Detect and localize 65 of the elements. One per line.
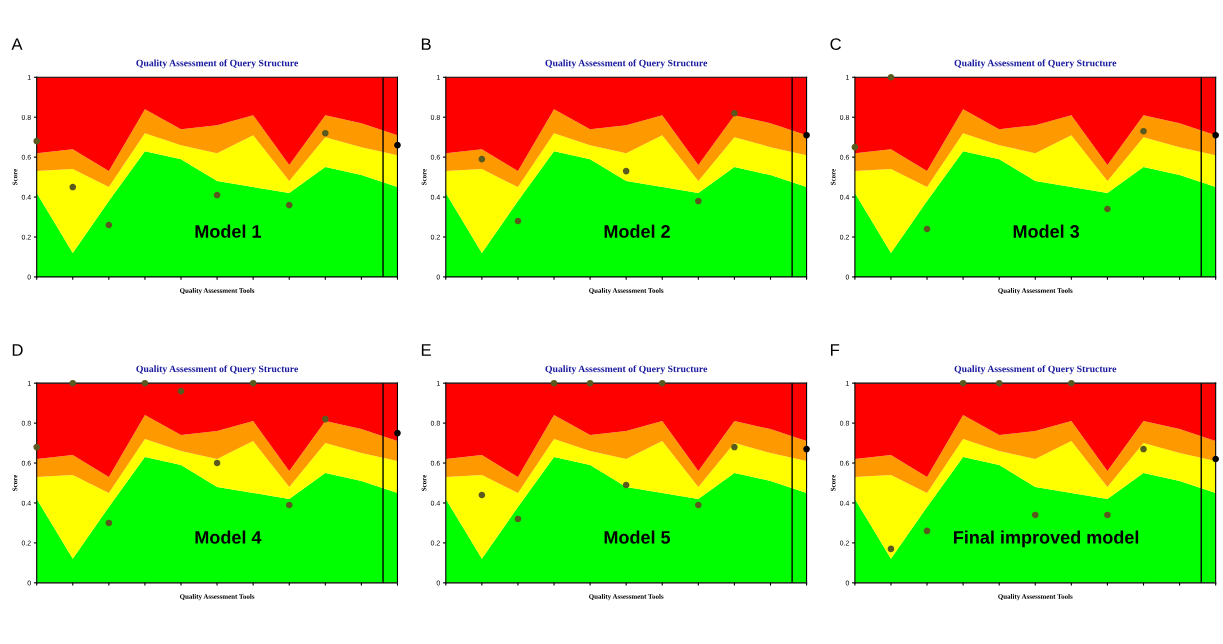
point: [622, 167, 630, 175]
text: A: [11, 38, 23, 50]
point: [514, 217, 522, 225]
point: [1140, 127, 1147, 135]
point: [213, 191, 221, 199]
point: [803, 131, 810, 139]
point: [33, 137, 40, 145]
text: D: [12, 344, 23, 356]
point: [1031, 511, 1039, 519]
point: [887, 545, 895, 553]
point: [731, 443, 738, 451]
point: [322, 415, 329, 423]
point: [213, 459, 221, 467]
point: [550, 379, 558, 387]
text: C: [830, 38, 842, 51]
point: [923, 225, 931, 233]
point: [695, 501, 702, 509]
point: [249, 379, 257, 387]
point: [803, 445, 810, 453]
text: F: [830, 344, 840, 356]
point: [695, 197, 702, 205]
point: [658, 379, 666, 387]
chart-title: Quality Assessment of Query Structure: [136, 59, 299, 69]
annotation: Model 5: [604, 530, 671, 544]
point: [105, 221, 113, 229]
point: [322, 129, 329, 137]
point: [514, 515, 522, 523]
point: [285, 201, 293, 209]
point: [394, 429, 401, 437]
point: [1104, 205, 1111, 213]
point: [285, 501, 293, 509]
point: [959, 379, 967, 387]
point: [923, 527, 931, 535]
point: [69, 183, 77, 191]
text: E: [421, 344, 431, 356]
point: [622, 481, 630, 489]
point: [995, 379, 1003, 387]
chart-title: Quality Assessment of Query Structure: [545, 59, 708, 69]
point: [1212, 131, 1219, 139]
point: [141, 379, 149, 387]
point: [394, 141, 401, 149]
annotation: Model 1: [195, 224, 262, 238]
chart-title: Quality Assessment of Query Structure: [954, 365, 1117, 375]
point: [105, 519, 113, 527]
text: B: [421, 38, 431, 50]
point: [1068, 379, 1075, 387]
point: [1104, 511, 1111, 519]
point: [478, 155, 486, 163]
point: [33, 443, 40, 451]
point: [887, 73, 895, 81]
annotation: Model 2: [604, 224, 670, 238]
point: [731, 109, 738, 117]
point: [478, 491, 486, 499]
point: [851, 143, 859, 151]
chart-title: Quality Assessment of Query Structure: [954, 59, 1117, 69]
point: [69, 379, 77, 387]
point: [586, 379, 594, 387]
point: [1212, 455, 1219, 463]
annotation: Model 3: [1013, 224, 1080, 238]
chart-title: Quality Assessment of Query Structure: [136, 365, 299, 375]
annotation: Model 4: [195, 530, 262, 544]
point: [1140, 445, 1147, 453]
annotation: Final improved model: [954, 530, 1139, 548]
chart-title: Quality Assessment of Query Structure: [545, 365, 708, 375]
point: [177, 387, 185, 395]
